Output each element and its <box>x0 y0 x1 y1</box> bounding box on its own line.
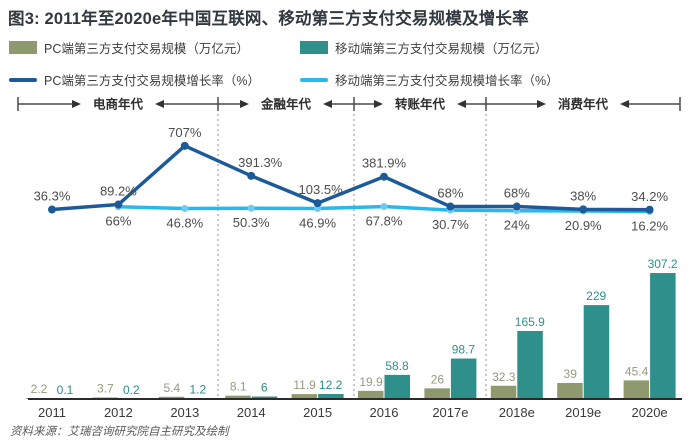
svg-text:电商年代: 电商年代 <box>93 97 144 112</box>
mobile-growth-line-icon <box>300 77 328 82</box>
svg-text:38%: 38% <box>570 188 596 203</box>
svg-text:2018e: 2018e <box>499 405 535 420</box>
svg-text:46.9%: 46.9% <box>299 216 336 231</box>
svg-text:34.2%: 34.2% <box>631 189 668 204</box>
svg-text:707%: 707% <box>168 125 202 140</box>
legend-item-pc-growth: PC端第三方支付交易规模增长率（%） <box>9 70 300 89</box>
svg-text:58.8: 58.8 <box>385 359 409 373</box>
svg-text:2020e: 2020e <box>632 405 668 420</box>
svg-text:46.8%: 46.8% <box>166 216 203 231</box>
svg-text:消费年代: 消费年代 <box>558 97 609 112</box>
svg-text:2012: 2012 <box>104 405 133 420</box>
svg-text:39: 39 <box>564 367 578 381</box>
svg-text:0.1: 0.1 <box>57 383 74 397</box>
legend-item-pc-volume: PC端第三方支付交易规模（万亿元） <box>9 38 300 57</box>
svg-text:2011: 2011 <box>38 405 66 420</box>
legend-label: PC端第三方支付交易规模增长率（%） <box>44 74 260 88</box>
svg-text:24%: 24% <box>504 218 530 233</box>
svg-text:391.3%: 391.3% <box>238 155 283 170</box>
chart-title: 图3: 2011年至2020e年中国互联网、移动第三方支付交易规模及增长率 <box>8 10 529 28</box>
svg-text:36.3%: 36.3% <box>34 189 71 204</box>
svg-text:381.9%: 381.9% <box>362 156 407 171</box>
svg-text:30.7%: 30.7% <box>432 217 469 232</box>
svg-text:2014: 2014 <box>237 405 266 420</box>
legend-label: 移动端第三方支付交易规模（万亿元） <box>335 42 548 56</box>
svg-text:66%: 66% <box>105 214 131 229</box>
svg-text:11.9: 11.9 <box>293 378 316 392</box>
svg-text:165.9: 165.9 <box>515 315 545 329</box>
source-note: 资料来源：艾瑞咨询研究院自主研究及绘制 <box>10 426 229 438</box>
svg-text:1.2: 1.2 <box>189 383 206 397</box>
legend-label: 移动端第三方支付交易规模增长率（%） <box>335 74 559 88</box>
pc-growth-line-icon <box>9 77 37 82</box>
svg-text:3.7: 3.7 <box>97 381 114 395</box>
chart-legend: PC端第三方支付交易规模（万亿元） 移动端第三方支付交易规模（万亿元） PC端第… <box>9 38 559 89</box>
pc-volume-swatch-icon <box>9 41 37 54</box>
svg-text:2017e: 2017e <box>432 405 468 420</box>
svg-text:8.1: 8.1 <box>230 380 247 394</box>
svg-text:2015: 2015 <box>303 405 332 420</box>
svg-text:67.8%: 67.8% <box>366 214 403 229</box>
svg-text:103.5%: 103.5% <box>299 182 344 197</box>
mobile-volume-swatch-icon <box>300 41 328 54</box>
svg-text:6: 6 <box>261 381 268 395</box>
svg-text:32.3: 32.3 <box>492 370 516 384</box>
svg-text:0.2: 0.2 <box>123 383 140 397</box>
svg-text:转账年代: 转账年代 <box>395 97 446 112</box>
svg-text:2016: 2016 <box>370 405 399 420</box>
svg-text:20.9%: 20.9% <box>565 218 602 233</box>
svg-text:68%: 68% <box>504 186 530 201</box>
svg-text:45.4: 45.4 <box>625 364 649 378</box>
svg-text:89.2%: 89.2% <box>100 184 137 199</box>
svg-text:16.2%: 16.2% <box>631 218 668 233</box>
svg-text:98.7: 98.7 <box>452 343 476 357</box>
svg-text:2019e: 2019e <box>565 405 601 420</box>
svg-text:金融年代: 金融年代 <box>260 97 312 112</box>
svg-text:307.2: 307.2 <box>648 257 678 271</box>
svg-text:26: 26 <box>431 372 445 386</box>
legend-item-mobile-growth: 移动端第三方支付交易规模增长率（%） <box>300 70 559 89</box>
svg-text:50.3%: 50.3% <box>233 215 270 230</box>
svg-text:12.2: 12.2 <box>319 378 343 392</box>
legend-label: PC端第三方支付交易规模（万亿元） <box>44 42 249 56</box>
svg-text:19.9: 19.9 <box>359 375 383 389</box>
svg-text:229: 229 <box>586 289 606 303</box>
svg-text:2.2: 2.2 <box>31 382 48 396</box>
legend-item-mobile-volume: 移动端第三方支付交易规模（万亿元） <box>300 38 559 57</box>
svg-text:2013: 2013 <box>170 405 199 420</box>
svg-text:5.4: 5.4 <box>163 381 180 395</box>
svg-text:68%: 68% <box>437 186 463 201</box>
